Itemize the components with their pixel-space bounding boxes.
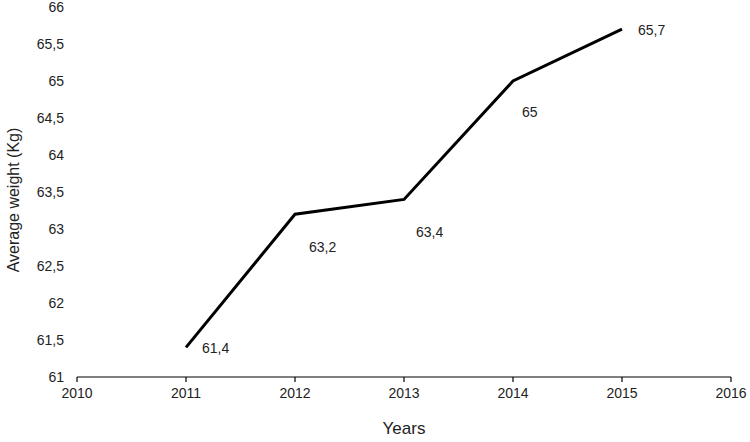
x-tick: [294, 377, 295, 382]
chart-container: 61 61,5 62 62,5 63 63,5 64 64,5 65 65,5 66 2010 2011…: [0, 0, 750, 442]
y-tick-label: 66: [48, 0, 64, 15]
data-label: 65: [522, 104, 538, 120]
x-tick: [403, 377, 404, 382]
y-tick-label: 61: [48, 369, 64, 385]
x-tick-label: 2016: [715, 385, 746, 401]
y-tick-label: 63: [48, 221, 64, 237]
x-tick: [512, 377, 513, 382]
y-tick-label: 62: [48, 295, 64, 311]
x-tick-label: 2011: [171, 385, 201, 401]
plot-area: [186, 29, 622, 347]
x-tick: [185, 377, 186, 382]
data-label: 63,4: [416, 224, 443, 240]
x-tick-label: 2012: [279, 385, 310, 401]
data-line: [186, 29, 622, 347]
y-tick-label: 64: [48, 147, 64, 163]
data-label: 61,4: [202, 340, 229, 356]
y-tick-label: 62,5: [37, 258, 64, 274]
x-tick-label: 2010: [61, 385, 92, 401]
y-axis-title: Average weight (Kg): [5, 128, 22, 273]
x-tick-label: 2013: [388, 385, 419, 401]
data-label: 63,2: [309, 239, 336, 255]
x-axis-title: Years: [383, 419, 426, 438]
background: [0, 0, 750, 442]
x-tick-label: 2015: [606, 385, 637, 401]
data-label: 65,7: [638, 22, 665, 38]
y-tick-label: 65: [48, 73, 64, 89]
y-tick-label: 61,5: [37, 332, 64, 348]
y-tick-label: 63,5: [37, 184, 64, 200]
x-tick: [730, 377, 731, 382]
y-tick-label: 64,5: [37, 110, 64, 126]
x-tick: [76, 377, 77, 382]
x-tick-label: 2014: [497, 385, 528, 401]
chart-svg: 61 61,5 62 62,5 63 63,5 64 64,5 65 65,5 66 2010 2011…: [0, 0, 750, 442]
y-tick-label: 65,5: [37, 36, 64, 52]
x-tick: [621, 377, 622, 382]
